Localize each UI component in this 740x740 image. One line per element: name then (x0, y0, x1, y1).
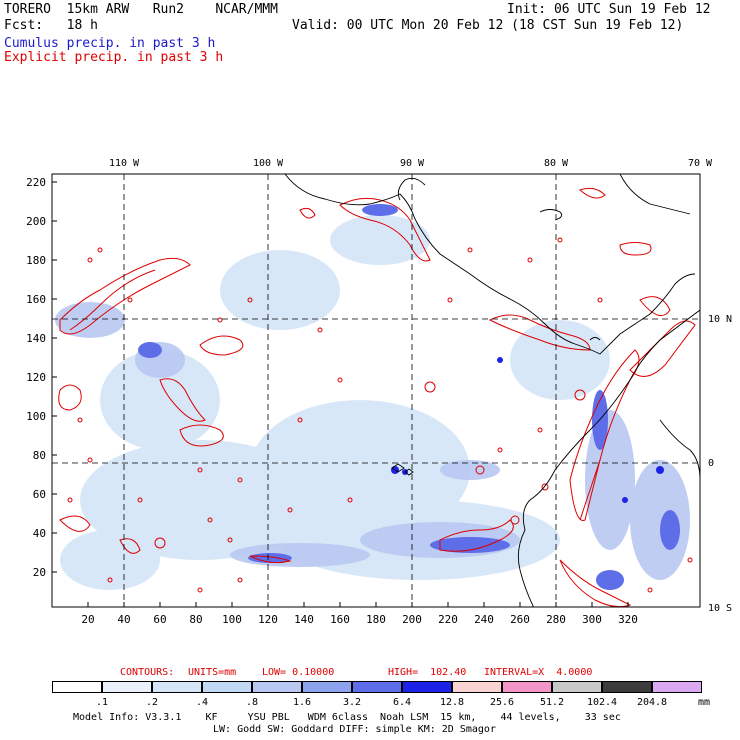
valid-time: Valid: 00 UTC Mon 20 Feb 12 (18 CST Sun … (292, 18, 684, 33)
init-time: Init: 06 UTC Sun 19 Feb 12 (507, 2, 711, 17)
y-tick-label: 160 (26, 293, 46, 306)
forecast-hour: Fcst: 18 h (4, 18, 98, 33)
color-scale-label: 25.6 (489, 697, 515, 708)
x-tick-label: 140 (294, 613, 314, 626)
color-scale-label: 51.2 (539, 697, 565, 708)
x-tick-label: 20 (81, 613, 94, 626)
y-tick-label: 220 (26, 176, 46, 189)
run-title: TORERO 15km ARW Run2 NCAR/MMM (4, 2, 278, 17)
x-tick-label: 260 (510, 613, 530, 626)
color-scale-swatch (652, 681, 702, 693)
coastlines (284, 174, 700, 607)
x-tick-label: 220 (438, 613, 458, 626)
longitude-labels: 110 W 100 W 90 W 80 W 70 W (109, 158, 713, 169)
y-tick-label: 120 (26, 371, 46, 384)
y-tick-label: 80 (33, 449, 46, 462)
color-scale-label: 102.4 (586, 697, 618, 708)
color-scale-label: .4 (195, 697, 209, 708)
y-tick-label: 140 (26, 332, 46, 345)
x-tick-label: 60 (153, 613, 166, 626)
color-scale-label: .1 (95, 697, 109, 708)
color-scale-swatch (302, 681, 352, 693)
color-scale-swatch (352, 681, 402, 693)
model-physics: LW: Godd SW: Goddard DIFF: simple KM: 2D… (213, 724, 496, 735)
longitude-label: 90 W (400, 158, 425, 169)
x-tick-label: 160 (330, 613, 350, 626)
y-tick-label: 100 (26, 410, 46, 423)
cumulus-precip-field (60, 215, 610, 590)
color-scale-label: 12.8 (439, 697, 465, 708)
contours-interval: INTERVAL=X 4.0000 (484, 667, 593, 678)
color-scale-label: .2 (145, 697, 159, 708)
color-scale-swatch (452, 681, 502, 693)
color-scale-swatch (502, 681, 552, 693)
lat-lon-grid (52, 174, 700, 607)
color-scale-label: 1.6 (292, 697, 312, 708)
contours-high: HIGH= 102.40 (388, 667, 467, 678)
longitude-label: 80 W (544, 158, 569, 169)
legend-cumulus: Cumulus precip. in past 3 h (4, 36, 216, 51)
color-scale-swatch (202, 681, 252, 693)
color-scale-swatch (402, 681, 452, 693)
x-tick-label: 280 (546, 613, 566, 626)
contours-units: UNITS=mm (188, 667, 237, 678)
contours-low: LOW= 0.10000 (262, 667, 335, 678)
longitude-label: 70 W (688, 158, 713, 169)
color-scale-swatch (102, 681, 152, 693)
y-tick-label: 180 (26, 254, 46, 267)
longitude-label: 110 W (109, 158, 140, 169)
color-scale-swatch (52, 681, 102, 693)
x-tick-label: 200 (402, 613, 422, 626)
x-tick-label: 320 (618, 613, 638, 626)
y-tick-label: 60 (33, 488, 46, 501)
y-tick-label: 20 (33, 566, 46, 579)
x-tick-label: 120 (258, 613, 278, 626)
longitude-label: 100 W (253, 158, 284, 169)
scattered-red-cells (67, 237, 693, 593)
latitude-label: 0 (708, 458, 714, 469)
color-scale-swatch (152, 681, 202, 693)
latitude-label: 10 S (708, 603, 732, 614)
y-tick-label: 200 (26, 215, 46, 228)
color-scale-swatch (252, 681, 302, 693)
color-scale-swatch (602, 681, 652, 693)
y-tick-label: 40 (33, 527, 46, 540)
x-tick-label: 80 (189, 613, 202, 626)
contours-label: CONTOURS: (120, 667, 175, 678)
color-scale-unit: mm (698, 697, 711, 708)
color-scale-label: 3.2 (342, 697, 362, 708)
legend-explicit: Explicit precip. in past 3 h (4, 50, 224, 65)
x-tick-label: 100 (222, 613, 242, 626)
color-scale-label: 6.4 (392, 697, 412, 708)
x-tick-label: 240 (474, 613, 494, 626)
color-scale-label: .8 (245, 697, 259, 708)
y-axis-ticks: 220 200 180 160 140 120 100 80 60 40 20 (26, 176, 57, 579)
x-tick-label: 300 (582, 613, 602, 626)
color-scale-swatch (552, 681, 602, 693)
latitude-label: 10 N (708, 314, 732, 325)
model-info: Model Info: V3.3.1 KF YSU PBL WDM 6class… (73, 712, 621, 723)
x-tick-label: 180 (366, 613, 386, 626)
x-axis-ticks: 20 40 60 80 100 120 140 160 180 200 220 240 260 280 30… (81, 602, 638, 626)
latitude-labels: 10 N 0 10 S (708, 314, 732, 614)
color-scale-label: 204.8 (636, 697, 668, 708)
x-tick-label: 40 (117, 613, 130, 626)
